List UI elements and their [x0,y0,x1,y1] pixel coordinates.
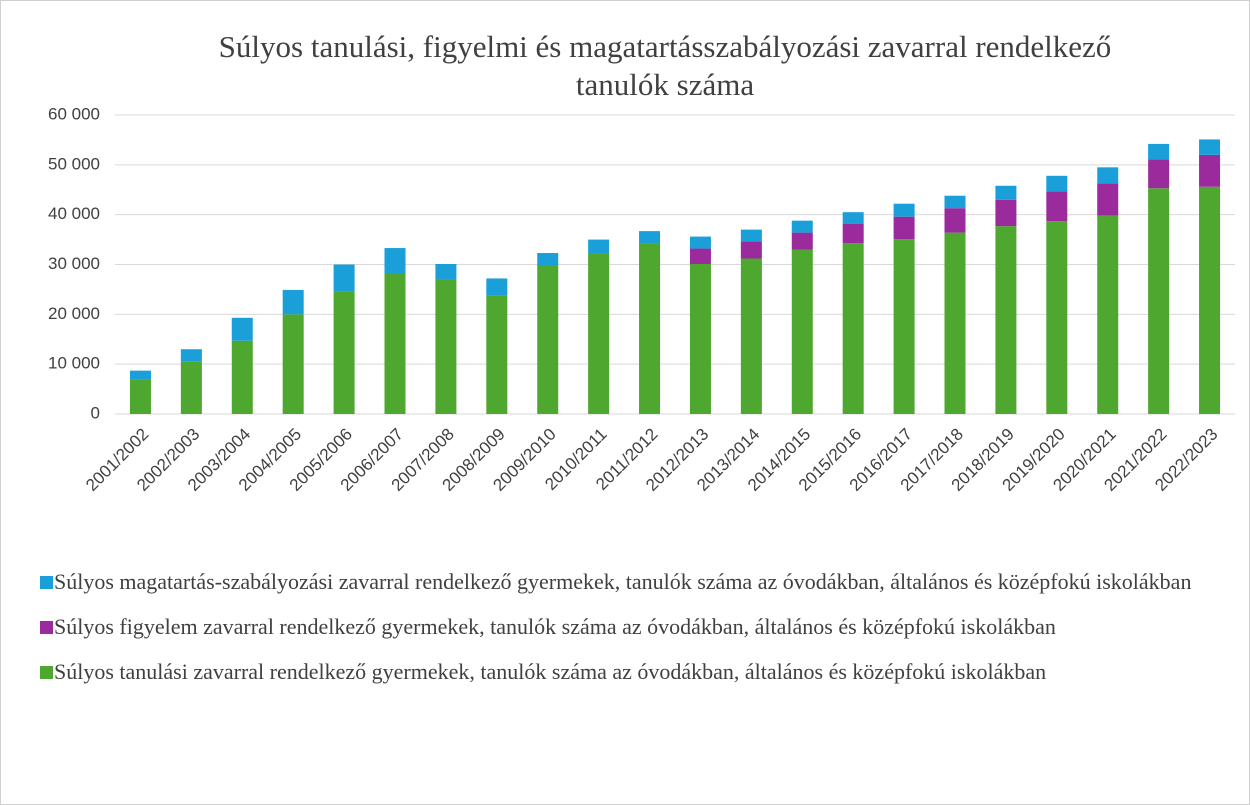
bar-segment [689,236,711,249]
legend-entry: Súlyos tanulási zavarral rendelkező gyer… [36,656,1216,688]
bar-segment [791,220,813,233]
bar-segment [689,264,711,414]
bar-segment [231,317,253,341]
bar-segment [588,239,610,254]
y-tick-label: 20 000 [48,304,100,323]
legend-label: Súlyos tanulási zavarral rendelkező gyer… [54,659,1047,684]
bar-segment [486,278,508,296]
bar-segment [740,241,762,259]
bar-segment [1199,139,1221,155]
bar-segment [1148,159,1170,189]
bar-segment [1199,154,1221,187]
legend-label: Súlyos magatartás-szabályozási zavarral … [54,569,1192,594]
bar-segment [588,253,610,414]
bar-segment [893,239,915,414]
bar-segment [893,203,915,217]
y-tick-label: 10 000 [48,354,100,373]
bar-segment [893,216,915,240]
y-tick-label: 0 [91,403,100,422]
legend-label: Súlyos figyelem zavarral rendelkező gyer… [54,614,1056,639]
y-tick-label: 30 000 [48,254,100,273]
bar-segment [384,273,406,414]
bar-segment [231,340,253,414]
bar-segment [791,249,813,414]
bar-segment [486,295,508,414]
bar-segment [1097,183,1119,216]
bar-segment [1097,215,1119,414]
bar-segment [791,232,813,250]
bar-segment [842,243,864,414]
legend-entry: Súlyos figyelem zavarral rendelkező gyer… [36,611,1216,643]
bar-segment [740,229,762,242]
bar-segment [537,265,559,414]
bar-segment [944,232,966,414]
bar-segment [282,314,304,414]
bar-segment [639,243,661,414]
legend: Súlyos magatartás-szabályozási zavarral … [36,566,1216,701]
bar-segment [1046,221,1068,414]
bar-segment [1148,143,1170,160]
chart-title: Súlyos tanulási, figyelmi és magatartáss… [218,29,1112,102]
bar-segment [1097,167,1119,184]
bar-segment [333,264,355,292]
bar-segment [842,212,864,224]
bar-segment [1046,191,1068,222]
bar-segment [995,185,1017,200]
bar-segment [435,279,457,414]
bar-segment [842,223,864,244]
bar-segment [944,208,966,233]
bar-segment [639,231,661,244]
bar-segment [689,248,711,265]
bar-segment [537,253,559,266]
bar-segment [944,195,966,209]
legend-entry: Súlyos magatartás-szabályozási zavarral … [36,566,1216,598]
bar-segment [129,370,151,380]
bar-segment [1148,188,1170,414]
bar-segment [282,289,304,315]
bar-segment [995,199,1017,227]
bar-segment [333,291,355,414]
legend-swatch [40,666,53,679]
bar-segment [129,379,151,414]
bar-segment [1046,175,1068,192]
bar-segment [384,248,406,274]
bar-segment [180,349,202,362]
y-tick-label: 50 000 [48,154,100,173]
bar-segment [435,264,457,280]
bar-segment [740,258,762,414]
legend-swatch [40,576,53,589]
bar-segment [1199,186,1221,414]
bar-segment [995,226,1017,414]
legend-swatch [40,621,53,634]
bar-segment [180,361,202,414]
y-tick-label: 60 000 [48,104,100,123]
y-tick-label: 40 000 [48,204,100,223]
